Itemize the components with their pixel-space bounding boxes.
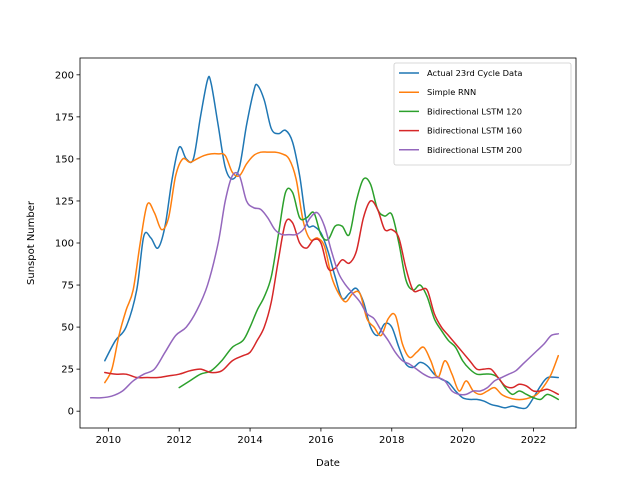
y-tick-label-6: 150	[55, 154, 74, 165]
series-line-4	[89, 171, 560, 399]
legend: Actual 23rd Cycle Data Simple RNN Bidirect…	[393, 62, 572, 166]
y-tick-label-7: 175	[55, 112, 74, 123]
x-tick-label-0: 2010	[96, 435, 121, 446]
legend-entry-3: Bidirectional LSTM 160	[427, 126, 522, 136]
y-axis-ticks: 0 25 50 75 100 125 150 175 200	[55, 70, 80, 418]
x-tick-label-5: 2020	[450, 435, 475, 446]
legend-entry-0: Actual 23rd Cycle Data	[427, 68, 522, 78]
y-tick-label-5: 125	[55, 196, 74, 207]
y-tick-label-3: 75	[61, 281, 74, 292]
x-tick-label-3: 2016	[308, 435, 333, 446]
y-axis-label: Sunspot Number	[26, 200, 37, 285]
y-tick-label-0: 0	[68, 407, 74, 418]
y-tick-label-4: 100	[55, 239, 74, 250]
x-tick-label-6: 2022	[521, 435, 546, 446]
legend-entry-1: Simple RNN	[427, 87, 476, 97]
legend-entry-2: Bidirectional LSTM 120	[427, 106, 522, 116]
x-axis-ticks: 2010 2012 2014 2016 2018 2020 2022	[96, 428, 546, 446]
legend-entry-4: Bidirectional LSTM 200	[427, 145, 522, 155]
x-tick-label-4: 2018	[379, 435, 404, 446]
plot-lines	[89, 75, 560, 410]
series-line-3	[104, 199, 560, 396]
y-tick-label-8: 200	[55, 70, 74, 81]
x-tick-label-2: 2014	[237, 435, 262, 446]
x-axis-label: Date	[316, 458, 340, 469]
y-tick-label-1: 25	[61, 365, 74, 376]
series-line-1	[104, 151, 560, 401]
legend-box	[393, 62, 572, 166]
y-tick-label-2: 50	[61, 323, 74, 334]
x-tick-label-1: 2012	[166, 435, 191, 446]
